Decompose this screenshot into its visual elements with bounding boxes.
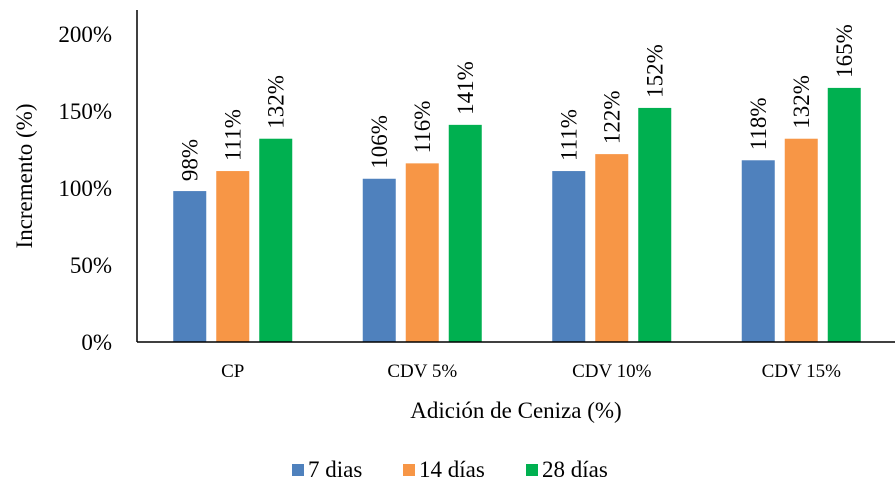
x-tick-label: CDV 5% xyxy=(387,361,457,382)
data-label: 111% xyxy=(221,109,246,161)
legend-label: 28 días xyxy=(542,457,608,482)
bar xyxy=(552,171,586,342)
legend-swatch xyxy=(292,464,304,476)
data-label: 122% xyxy=(600,90,625,144)
bar xyxy=(638,107,672,342)
bar xyxy=(405,163,439,342)
data-label: 152% xyxy=(643,44,668,98)
data-label: 118% xyxy=(746,97,771,150)
bar xyxy=(741,160,775,342)
legend-label: 7 dias xyxy=(308,457,362,482)
y-tick-label: 100% xyxy=(58,176,112,201)
bar xyxy=(216,171,250,342)
y-tick-label: 0% xyxy=(81,330,112,355)
x-tick-label: CDV 15% xyxy=(762,361,842,382)
bar xyxy=(259,138,293,342)
bar xyxy=(173,191,207,342)
y-tick-label: 150% xyxy=(58,99,112,124)
data-label: 98% xyxy=(178,139,203,181)
bar xyxy=(595,154,629,342)
y-axis-label: Incremento (%) xyxy=(12,104,37,249)
bar xyxy=(362,178,396,342)
data-label: 132% xyxy=(264,75,289,129)
legend: 7 dias 14 días 28 días xyxy=(292,457,608,482)
plot-area: 98% 111% 132% 106% 116% 141% 111% 122% 152% 118% 1… xyxy=(173,24,861,343)
data-label: 132% xyxy=(789,75,814,129)
bar xyxy=(448,124,482,342)
legend-swatch xyxy=(526,464,538,476)
data-label: 106% xyxy=(367,115,392,169)
y-tick-labels: 0% 50% 100% 150% 200% xyxy=(58,22,112,355)
legend-label: 14 días xyxy=(419,457,485,482)
x-tick-label: CDV 10% xyxy=(572,361,652,382)
data-label: 165% xyxy=(832,24,857,78)
x-axis-label: Adición de Ceniza (%) xyxy=(410,398,621,423)
y-tick-label: 50% xyxy=(70,253,112,278)
bar xyxy=(784,138,818,342)
data-label: 141% xyxy=(453,61,478,115)
x-tick-labels: CP CDV 5% CDV 10% CDV 15% xyxy=(221,361,841,382)
data-label: 116% xyxy=(410,101,435,154)
data-label: 111% xyxy=(557,109,582,161)
x-tick-label: CP xyxy=(221,361,244,382)
y-tick-label: 200% xyxy=(58,22,112,47)
legend-swatch xyxy=(403,464,415,476)
bar xyxy=(827,87,861,343)
